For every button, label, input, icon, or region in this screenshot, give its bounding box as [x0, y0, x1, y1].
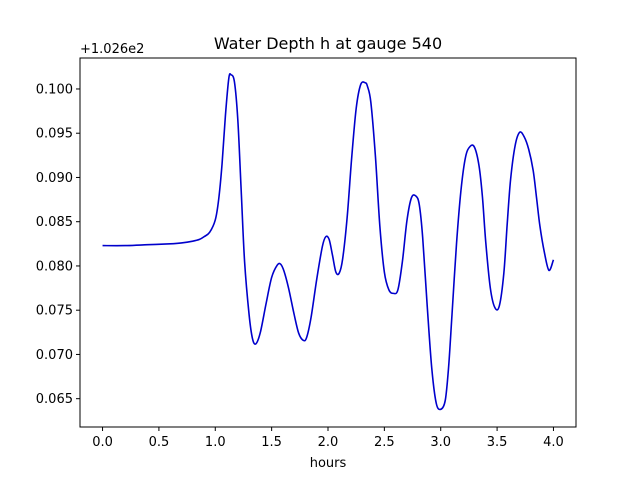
x-tick-label: 3.5 [487, 435, 508, 450]
y-tick-label: 0.090 [36, 171, 73, 186]
y-tick-label: 0.065 [36, 392, 73, 407]
y-tick-label: 0.070 [36, 348, 73, 363]
y-tick-label: 0.095 [36, 127, 73, 142]
x-tick-label: 0.5 [149, 435, 170, 450]
x-tick-label: 1.5 [261, 435, 282, 450]
y-axis-offset-text: +1.026e2 [80, 42, 144, 57]
series-line-water-depth [102, 73, 555, 411]
y-tick-label: 0.085 [36, 215, 73, 230]
x-tick-label: 4.0 [543, 435, 564, 450]
chart-title: Water Depth h at gauge 540 [214, 34, 442, 53]
x-tick-label: 1.0 [205, 435, 226, 450]
y-tick-label: 0.100 [36, 82, 73, 97]
plot-frame [79, 57, 577, 428]
x-tick-label: 3.0 [430, 435, 451, 450]
x-tick-label: 2.5 [374, 435, 395, 450]
series-layer [102, 73, 555, 411]
x-tick-label: 0.0 [92, 435, 113, 450]
x-axis-label: hours [310, 456, 347, 471]
axis-ticks: 0.0 0.5 1.0 1.5 2.0 2.5 3.0 3.5 4.0 0.065 0.070 0.0… [36, 82, 564, 450]
x-tick-label: 2.0 [318, 435, 339, 450]
y-tick-label: 0.080 [36, 259, 73, 274]
y-tick-label: 0.075 [36, 304, 73, 319]
